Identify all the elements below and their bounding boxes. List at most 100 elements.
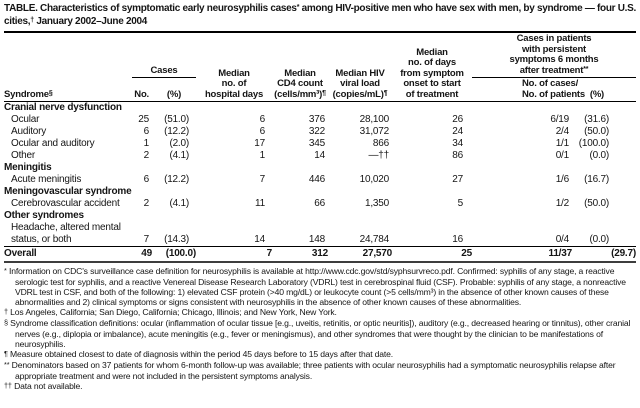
cell-ratio: 2/4 [555, 126, 570, 137]
cases-group-label: Cases [132, 65, 196, 78]
syndrome-label: Headache, altered mental status, or both [11, 222, 121, 245]
table-row-acute-meningitis: Acute meningitis 6 (12.2) 7 446 10,020 2… [4, 174, 636, 186]
cell-persist-pct: (16.7) [584, 174, 610, 185]
cell-hospital-days: 6 [259, 126, 266, 137]
cell-onset-days: 5 [457, 198, 464, 209]
cell-ratio: 0/4 [555, 234, 570, 245]
footnote-marker: ¶ [4, 349, 8, 358]
cell-ratio: 1/2 [555, 198, 570, 209]
table-row-headache: Headache, altered mental status, or both… [4, 222, 636, 247]
title-footnote-marker-dagger: † [30, 16, 34, 24]
footnote-section: § Syndrome classification definitions: o… [4, 318, 636, 349]
cell-viral-load: 28,100 [359, 114, 390, 125]
overall-row: Overall 49 (100.0) 7 312 27,570 25 11/37… [4, 246, 636, 263]
section-row-meningitis: Meningitis [4, 162, 636, 174]
syndrome-label: Auditory [11, 126, 47, 137]
cell-cd4: 148 [308, 234, 325, 245]
cell-hospital-days: 6 [259, 114, 266, 125]
cell-ratio: 6/19 [550, 114, 569, 125]
syndrome-label: Ocular and auditory [11, 138, 95, 149]
cell-hospital-days: 11 [255, 198, 265, 209]
cell-no: 7 [143, 234, 150, 245]
section-label: Cranial nerve dysfunction [4, 102, 122, 113]
cell-cd4: 322 [308, 126, 325, 137]
cell-ratio: 1/1 [555, 138, 570, 149]
syndrome-header-text: Syndrome [4, 88, 49, 100]
cell-viral-load: 1,350 [364, 198, 389, 209]
syndrome-label: Ocular [11, 114, 40, 125]
column-header-viral-load: Median HIV viral load (copies/mL)¶ [328, 34, 392, 102]
column-group-cases: Cases [132, 34, 196, 79]
cell-no: 2 [143, 198, 150, 209]
cell-onset-days: 34 [452, 138, 463, 149]
cell-persist-pct: (0.0) [589, 150, 610, 161]
section-row-other-syndromes: Other syndromes [4, 210, 636, 222]
section-label: Meningitis [4, 162, 52, 173]
cell-hospital-days: 7 [196, 246, 272, 263]
table-row-cerebrovascular: Cerebrovascular accident 2 (4.1) 11 66 1… [4, 198, 636, 210]
footnote-text: Measure obtained closest to date of diag… [10, 349, 394, 359]
footnote-asterisk: * Information on CDC's surveillance case… [4, 266, 636, 307]
cell-viral-load: 10,020 [359, 174, 390, 185]
syndrome-label: Other [11, 150, 36, 161]
footnotes: * Information on CDC's surveillance case… [4, 266, 636, 392]
cell-onset-days: 16 [452, 234, 463, 245]
table-header: Syndrome§ Cases Median no. of hospital d… [4, 33, 637, 102]
cell-viral-load: 31,072 [359, 126, 390, 137]
cell-cd4: 345 [308, 138, 325, 149]
cell-pct: (4.1) [169, 198, 189, 209]
cell-onset-days: 27 [452, 174, 463, 185]
cell-viral-load: 866 [372, 138, 389, 149]
cell-pct: (100.0) [152, 246, 196, 263]
cell-persist-pct: (29.7) [572, 246, 636, 263]
cell-cd4: 66 [314, 198, 325, 209]
cell-hospital-days: 17 [254, 138, 265, 149]
title-text-1: TABLE. Characteristics of symptomatic ea… [4, 3, 297, 14]
cell-onset-days: 86 [452, 150, 463, 161]
cell-hospital-days: 14 [254, 234, 265, 245]
footnote-marker: †† [4, 381, 12, 390]
data-table: Syndrome§ Cases Median no. of hospital d… [4, 33, 637, 263]
viral-load-footnote-marker: ¶ [383, 89, 388, 97]
cell-cd4: 376 [308, 114, 325, 125]
table-row-ocular-auditory: Ocular and auditory 1 (2.0) 17 345 866 3… [4, 138, 636, 150]
cell-hospital-days: 7 [259, 174, 266, 185]
column-header-cd4-count: Median CD4 count (cells/mm³)¶ [272, 34, 328, 102]
viral-load-header-text: Median HIV viral load (copies/mL) [332, 67, 385, 100]
syndrome-label: Cerebrovascular accident [11, 198, 120, 209]
title-footnote-marker-asterisk: * [296, 4, 300, 11]
footnote-double-dagger: †† Data not available. [4, 381, 636, 392]
cd4-footnote-marker: ¶ [322, 89, 326, 97]
cell-pct: (4.1) [169, 150, 189, 161]
cell-onset-days: 26 [452, 114, 463, 125]
footnote-text: Information on CDC's surveillance case d… [8, 266, 626, 307]
cell-onset-days: 25 [392, 246, 472, 263]
section-row-meningovascular: Meningovascular syndrome [4, 186, 636, 198]
mmwr-table-page: TABLE. Characteristics of symptomatic ea… [4, 3, 637, 392]
footnote-dagger: † Los Angeles, California; San Diego, Ca… [4, 307, 636, 318]
footnote-marker: § [4, 318, 8, 327]
column-group-persistent-symptoms: Cases in patients with persistent sympto… [472, 33, 637, 79]
footnote-text: Syndrome classification definitions: ocu… [10, 318, 631, 349]
cell-persist-pct: (50.0) [584, 126, 610, 137]
cell-no: 49 [132, 246, 152, 263]
overall-label: Overall [4, 246, 132, 263]
persistent-group-label: Cases in patients with persistent sympto… [472, 33, 637, 78]
section-row-cranial-nerve: Cranial nerve dysfunction [4, 102, 636, 115]
syndrome-label: Acute meningitis [11, 174, 82, 185]
column-header-pct: (%) [152, 79, 196, 102]
cell-ratio: 1/6 [555, 174, 570, 185]
table-row-other-cranial: Other 2 (4.1) 1 14 —†† 86 0/1 (0.0) [4, 150, 636, 162]
cell-cd4: 14 [314, 150, 325, 161]
cell-viral-load: 24,784 [359, 234, 390, 245]
cell-ratio: 0/1 [555, 150, 570, 161]
cell-viral-load: —†† [368, 150, 389, 161]
cell-persist-pct: (0.0) [589, 234, 610, 245]
cell-pct: (14.3) [164, 234, 189, 245]
cell-pct: (2.0) [169, 138, 189, 149]
cell-no: 1 [143, 138, 150, 149]
cell-viral-load: 27,570 [328, 246, 392, 263]
cell-pct: (51.0) [164, 114, 189, 125]
cell-ratio: 11/37 [472, 246, 572, 263]
syndrome-footnote-marker: § [48, 89, 53, 97]
